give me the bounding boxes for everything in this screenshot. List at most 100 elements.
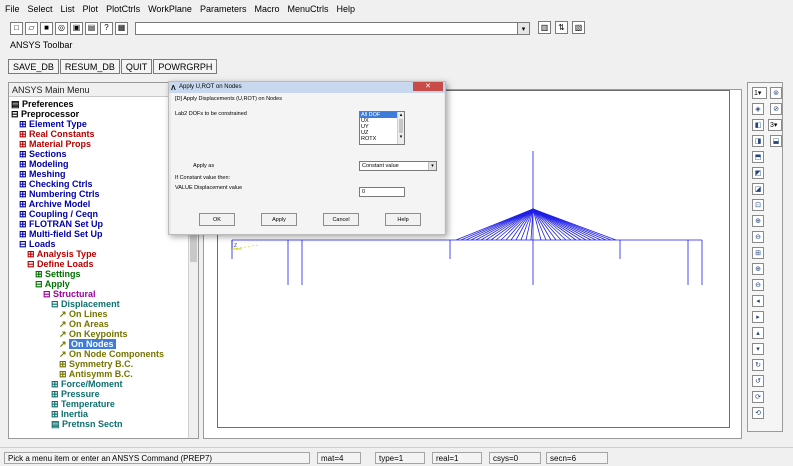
chevron-down-icon[interactable]: ▾	[428, 162, 436, 170]
dof-listbox[interactable]: All DOF UX UY UZ ROTX ▴ ▾	[359, 111, 405, 145]
top-view-icon[interactable]: ⬓	[770, 135, 782, 147]
menu-parameters[interactable]: Parameters	[199, 3, 247, 14]
tree-item[interactable]: ⊞ Real Constants	[19, 129, 95, 139]
tree-item[interactable]: ↗ On Areas	[59, 319, 109, 329]
image-capture-icon[interactable]: ▣	[70, 21, 83, 35]
tree-item[interactable]: ⊟ Define Loads	[27, 259, 94, 269]
apply-as-select[interactable]: Constant value ▾	[359, 161, 437, 171]
menu-select[interactable]: Select	[27, 3, 53, 14]
ok-button[interactable]: OK	[199, 213, 235, 226]
pan-right-icon[interactable]: ▸	[752, 311, 764, 323]
zoom-back-icon[interactable]: ⊖	[752, 231, 764, 243]
zoom-icon[interactable]: ⊕	[752, 215, 764, 227]
tree-item[interactable]: ⊞ Settings	[35, 269, 81, 279]
tree-item[interactable]: ⊞ Element Type	[19, 119, 87, 129]
command-history-dropdown[interactable]: ▾	[517, 22, 530, 35]
open-file-icon[interactable]: ▱	[25, 21, 38, 35]
tree-item[interactable]: ⊞ Multi-field Set Up	[19, 229, 103, 239]
help-button[interactable]: Help	[385, 213, 421, 226]
save-icon[interactable]: ■	[40, 21, 53, 35]
dof-option[interactable]: UX	[361, 118, 369, 124]
tree-item[interactable]: ⊟ Preprocessor	[11, 109, 80, 119]
box-zoom-icon[interactable]: ⊡	[752, 199, 764, 211]
tree-item[interactable]: ▤ Pretnsn Sectn	[51, 419, 123, 429]
save-db-button[interactable]: SAVE_DB	[8, 59, 59, 74]
help-icon[interactable]: ?	[100, 21, 113, 35]
tree-item[interactable]: ⊞ Pressure	[51, 389, 100, 399]
command-input[interactable]	[135, 22, 530, 35]
powrgrph-button[interactable]: POWRGRPH	[153, 59, 218, 74]
tree-item[interactable]: ▤ Preferences	[11, 99, 74, 109]
dof-option[interactable]: ROTX	[361, 136, 377, 142]
resume-db-button[interactable]: RESUM_DB	[59, 59, 120, 74]
tree-item[interactable]: ↗ On Node Components	[59, 349, 165, 359]
menu-plotctrls[interactable]: PlotCtrls	[106, 3, 141, 14]
tree-item[interactable]: ⊞ Sections	[19, 149, 67, 159]
right-view-icon[interactable]: ◪	[752, 183, 764, 195]
toolbar-toggle-icon[interactable]: ▥	[538, 21, 551, 34]
dof-option[interactable]: UZ	[361, 130, 369, 136]
scroll-down-icon[interactable]: ▾	[399, 134, 403, 140]
pan-up-icon[interactable]: ▴	[752, 327, 764, 339]
tree-item[interactable]: ⊟ Loads	[19, 239, 56, 249]
bottom-view-icon[interactable]: ⬒	[752, 151, 764, 163]
dof-option[interactable]: All DOF	[360, 112, 404, 118]
dialog-titlebar[interactable]: Λ Apply U,ROT on Nodes ✕	[169, 82, 445, 93]
new-file-icon[interactable]: □	[10, 21, 23, 35]
tree-item[interactable]: ⊟ Displacement	[51, 299, 120, 309]
left-view-icon[interactable]: ◩	[752, 167, 764, 179]
tree-item[interactable]: ⊞ Antisymm B.C.	[59, 369, 133, 379]
graphics-window[interactable]: Z	[203, 89, 742, 439]
win-zoom-icon[interactable]: ⊞	[752, 247, 764, 259]
scroll-up-icon[interactable]: ▴	[399, 112, 403, 118]
tree-item[interactable]: ⊞ FLOTRAN Set Up	[19, 219, 104, 229]
tree-item[interactable]: ⊟ Structural	[43, 289, 96, 299]
rotate-y-icon[interactable]: ↺	[752, 375, 764, 387]
zoom-rate-select[interactable]: 3 ▾	[768, 119, 782, 131]
oblique-view-icon[interactable]: ⊘	[770, 103, 782, 115]
report-generator-icon[interactable]: ▤	[85, 21, 98, 35]
zoom-out-icon[interactable]: ⊖	[752, 279, 764, 291]
dof-scroll-thumb[interactable]	[399, 119, 403, 133]
displacement-value-input[interactable]: 0	[359, 187, 405, 197]
rotate-z-icon[interactable]: ⟳	[752, 391, 764, 403]
cancel-button[interactable]: Cancel	[323, 213, 359, 226]
tree-item[interactable]: ⊞ Archive Model	[19, 199, 91, 209]
menu-macro[interactable]: Macro	[254, 3, 280, 14]
menu-help[interactable]: Help	[336, 3, 356, 14]
tree-item[interactable]: ↗ On Keypoints	[59, 329, 128, 339]
tree-item[interactable]: ⊞ Inertia	[51, 409, 89, 419]
zoom-in-icon[interactable]: ⊕	[752, 263, 764, 275]
quit-button[interactable]: QUIT	[120, 59, 153, 74]
pan-zoom-icon[interactable]: ◎	[55, 21, 68, 35]
raise-hidden-icon[interactable]: ⇅	[555, 21, 568, 34]
pan-left-icon[interactable]: ◂	[752, 295, 764, 307]
pan-down-icon[interactable]: ▾	[752, 343, 764, 355]
tree-item[interactable]: ⊞ Modeling	[19, 159, 69, 169]
back-view-icon[interactable]: ◨	[752, 135, 764, 147]
apply-button[interactable]: Apply	[261, 213, 297, 226]
contact-manager-icon[interactable]: ▦	[115, 21, 128, 35]
fit-view-icon[interactable]: ⊚	[770, 87, 782, 99]
tree-item[interactable]: ⊞ Numbering Ctrls	[19, 189, 100, 199]
menu-workplane[interactable]: WorkPlane	[148, 3, 192, 14]
dynamic-mode-icon[interactable]: ⟲	[752, 407, 764, 419]
reset-picking-icon[interactable]: ▧	[572, 21, 585, 34]
tree-item[interactable]: ↗ On Lines	[59, 309, 108, 319]
close-icon[interactable]: ✕	[413, 82, 443, 91]
tree-item[interactable]: ⊞ Checking Ctrls	[19, 179, 93, 189]
menu-file[interactable]: File	[5, 3, 20, 14]
tree-item[interactable]: ⊞ Symmetry B.C.	[59, 359, 134, 369]
dof-scrollbar[interactable]: ▴ ▾	[397, 112, 404, 144]
rotate-x-icon[interactable]: ↻	[752, 359, 764, 371]
tree-item[interactable]: ⊞ Force/Moment	[51, 379, 123, 389]
window-number-select[interactable]: 1 ▾	[752, 87, 767, 99]
menu-menuctrls[interactable]: MenuCtrls	[287, 3, 329, 14]
tree-item[interactable]: ↗ On Nodes	[11, 339, 198, 349]
front-view-icon[interactable]: ◧	[752, 119, 764, 131]
iso-view-icon[interactable]: ◈	[752, 103, 764, 115]
tree-item[interactable]: ⊟ Apply	[35, 279, 70, 289]
tree-item[interactable]: ⊞ Temperature	[51, 399, 115, 409]
tree-item[interactable]: ⊞ Meshing	[19, 169, 66, 179]
dof-option[interactable]: UY	[361, 124, 369, 130]
